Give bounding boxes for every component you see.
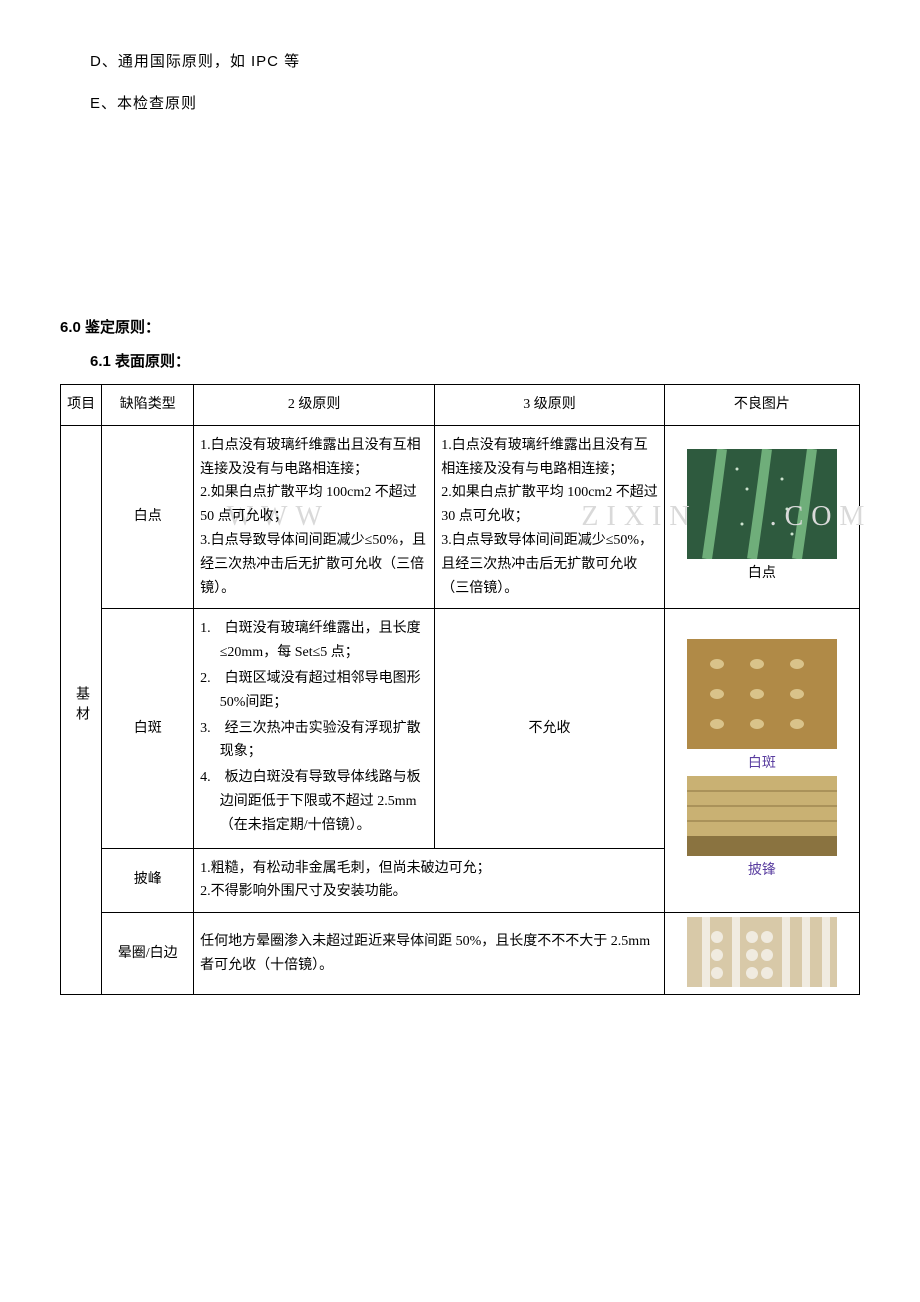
table-header-row: 项目 缺陷类型 2 级原则 3 级原则 不良图片 [61, 385, 860, 426]
l3-text: 1.白点没有玻璃纤维露出且没有互相连接及没有与电路相连接； 2.如果白点扩散平均… [441, 434, 658, 601]
img-cell-baidian: 白点 [664, 425, 859, 609]
img-cell-baiban-pifeng: 白斑 披锋 [664, 609, 859, 913]
merged-cell: 1.粗糙，有松动非金属毛刺，但尚未破边可允； 2.不得影响外围尺寸及安装功能。 [194, 848, 665, 913]
l2-cell: 1. 白斑没有玻璃纤维露出，且长度≤20mm，每 Set≤5 点； 2. 白斑区… [194, 609, 435, 848]
l2-cell: 1.白点没有玻璃纤维露出且没有互相连接及没有与电路相连接； 2.如果白点扩散平均… [194, 425, 435, 609]
l2-text: 1.白点没有玻璃纤维露出且没有互相连接及没有与电路相连接； 2.如果白点扩散平均… [200, 434, 428, 601]
img-cell-yunquan [664, 913, 859, 995]
list-item: 2. 白斑区域没有超过相邻导电图形 50%间距； [220, 667, 428, 715]
defect-cell: 白点 [102, 425, 194, 609]
bullet-e: E、本检查原则 [60, 92, 860, 116]
pifeng-image [687, 776, 837, 856]
table-row: 白斑 1. 白斑没有玻璃纤维露出，且长度≤20mm，每 Set≤5 点； 2. … [61, 609, 860, 848]
th-level2: 2 级原则 [194, 385, 435, 426]
img-caption: 披锋 [669, 859, 855, 883]
baidian-image [687, 449, 837, 559]
category-cell: 基材 [61, 425, 102, 994]
img-caption: 白斑 [669, 752, 855, 776]
defect-cell: 披峰 [102, 848, 194, 913]
list-item: 1. 白斑没有玻璃纤维露出，且长度≤20mm，每 Set≤5 点； [220, 617, 428, 665]
list-item: 4. 板边白斑没有导致导体线路与板边间距低于下限或不超过 2.5mm（在未指定期… [220, 766, 428, 837]
defect-table: 项目 缺陷类型 2 级原则 3 级原则 不良图片 基材 白点 1.白点没有玻璃纤… [60, 384, 860, 995]
l2-list: 1. 白斑没有玻璃纤维露出，且长度≤20mm，每 Set≤5 点； 2. 白斑区… [200, 617, 428, 837]
list-item: 3. 经三次热冲击实验没有浮现扩散现象； [220, 717, 428, 765]
defect-cell: 晕圈/白边 [102, 913, 194, 995]
yunquan-image [687, 917, 837, 987]
bullet-d: D、通用国际原则，如 IPC 等 [60, 50, 860, 74]
category-label: 基材 [69, 686, 93, 726]
l3-cell: 不允收 [435, 609, 665, 848]
th-bad-img: 不良图片 [664, 385, 859, 426]
defect-cell: 白斑 [102, 609, 194, 848]
table-row: 晕圈/白边 任何地方晕圈渗入未超过距近来导体间距 50%，且长度不不不大于 2.… [61, 913, 860, 995]
merged-cell: 任何地方晕圈渗入未超过距近来导体间距 50%，且长度不不不大于 2.5mm 者可… [194, 913, 665, 995]
th-level3: 3 级原则 [435, 385, 665, 426]
baiban-image [687, 639, 837, 749]
img-caption: 白点 [669, 562, 855, 586]
sub-heading: 6.1 表面原则： [60, 350, 860, 374]
section-heading: 6.0 鉴定原则： [60, 316, 860, 340]
table-row: 基材 白点 1.白点没有玻璃纤维露出且没有互相连接及没有与电路相连接； 2.如果… [61, 425, 860, 609]
th-defect: 缺陷类型 [102, 385, 194, 426]
l3-cell: WWW ZIXIN .COM 1.白点没有玻璃纤维露出且没有互相连接及没有与电路… [435, 425, 665, 609]
th-project: 项目 [61, 385, 102, 426]
